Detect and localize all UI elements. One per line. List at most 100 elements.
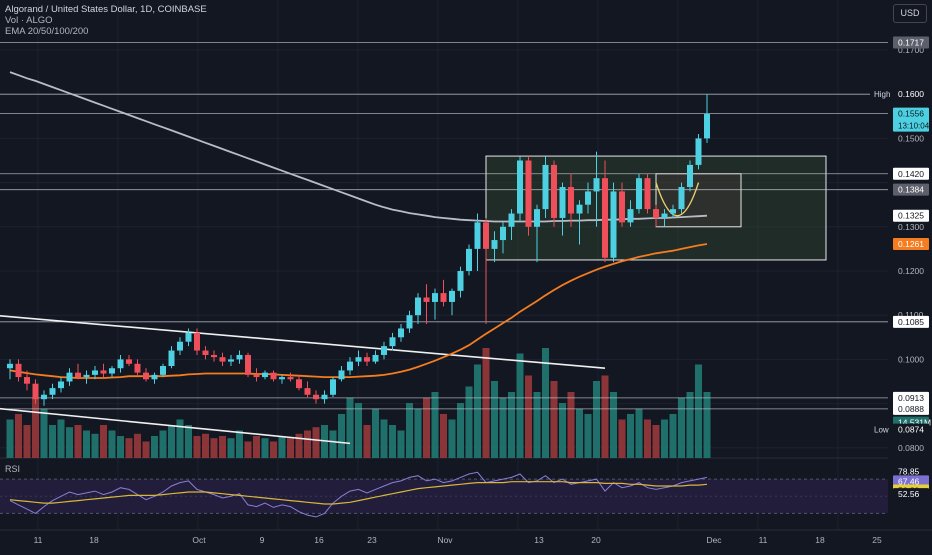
volume-bar [202,433,209,458]
volume-bar [397,430,405,458]
volume-bar [193,436,201,458]
candle-body [619,191,625,223]
volume-bar [533,392,541,458]
volume-bar [440,414,447,458]
candle-body [551,164,557,218]
volume-bar [278,436,286,458]
symbol-title[interactable]: Algorand / United States Dollar, 1D, COI… [5,4,207,15]
candle-body [661,213,668,218]
price-label-tag [893,167,929,180]
descending-trendline-upper [0,314,606,370]
candle-body [457,270,464,291]
candle-body [253,374,260,378]
candle-body [687,164,693,188]
price-label-tag [893,402,929,415]
volume-bar [329,430,337,458]
candle-body [75,372,81,378]
price-label-value: 0.1325 [898,211,924,221]
candle-body [670,209,676,214]
volume-bar [142,441,150,458]
candle-body [313,394,319,400]
rsi-band [0,479,888,514]
volume-bar [508,392,515,458]
candle-body [338,370,345,380]
candle-body [330,379,336,395]
price-label-tag [893,88,929,101]
candle-body [610,191,617,258]
candle-body [194,332,200,351]
ema-50-line [9,243,708,379]
price-label-tag [893,315,929,328]
ema-indicator-label[interactable]: EMA 20/50/100/200 [5,26,89,37]
candle-body [636,178,642,210]
volume-bar [236,430,243,458]
volume-bar [686,392,694,458]
extreme-tag-bg [870,423,892,436]
rsi-axis-tag [893,488,929,501]
volume-bar [66,427,73,458]
volume-bar [219,436,226,458]
price-tick-label: 0.0800 [898,443,924,453]
candle-body [66,372,73,382]
candle-body [653,209,659,218]
volume-bar [40,408,48,458]
volume-bar [491,381,498,458]
price-axis: 0.1700 0.1500 0.1300 0.1200 0.1100 0.1000 0.09… [870,0,932,550]
volume-bar [244,441,252,458]
time-tick-label: 18 [89,535,99,545]
time-tick-label: Nov [437,535,453,545]
price-tick-label: 0.1300 [898,222,924,232]
price-tick-label: 0.1100 [898,310,924,320]
time-tick-label: 13 [534,535,544,545]
price-tick-label: 0.1200 [898,266,924,276]
price-label-value: 0.1420 [898,169,924,179]
rsi-axis-label: 52.56 [898,489,920,499]
candle-body [593,178,600,192]
candle-body [585,191,591,205]
extreme-tag-label: High [874,90,890,99]
volume-bar [6,419,14,458]
volume-bar [678,397,685,458]
volume-bar [100,425,107,458]
candle-body [100,370,107,374]
price-label-value: 14.531M [898,418,931,428]
candle-body [7,363,13,369]
volume-bar [363,425,371,458]
candle-body [406,315,413,329]
volume-bar [287,438,294,458]
countdown-label: 13:10:04 [898,122,930,131]
volume-bar [610,392,617,458]
volume-indicator-label[interactable]: Vol · ALGO [5,15,53,26]
volume-bar [627,414,634,458]
time-tick-label: 11 [34,535,43,545]
candle-body [219,357,226,362]
candle-body [678,187,685,210]
volume-bar [168,425,175,458]
volume-bar [83,430,90,458]
volume-bar [108,430,116,458]
candle-body [355,357,362,362]
extreme-tag-bg [870,88,892,101]
volume-bar [372,408,379,458]
rsi-indicator-label[interactable]: RSI [5,464,21,474]
volume-bar [49,425,56,458]
price-label-tag [893,36,929,49]
volume-bar [312,427,320,458]
candle-body [423,297,430,302]
candle-body [245,354,251,375]
candle-body [109,368,115,374]
candle-body [483,222,489,249]
currency-button[interactable]: USD [893,4,927,23]
candle-body [287,377,294,380]
candle-body [500,226,506,241]
rsi-ma-line [9,481,708,505]
candle-body [83,374,90,378]
volume-bar [355,403,362,458]
candle-body [279,377,285,380]
candle-body [704,113,710,139]
volume-bar [567,392,575,458]
volume-bar [134,433,141,458]
